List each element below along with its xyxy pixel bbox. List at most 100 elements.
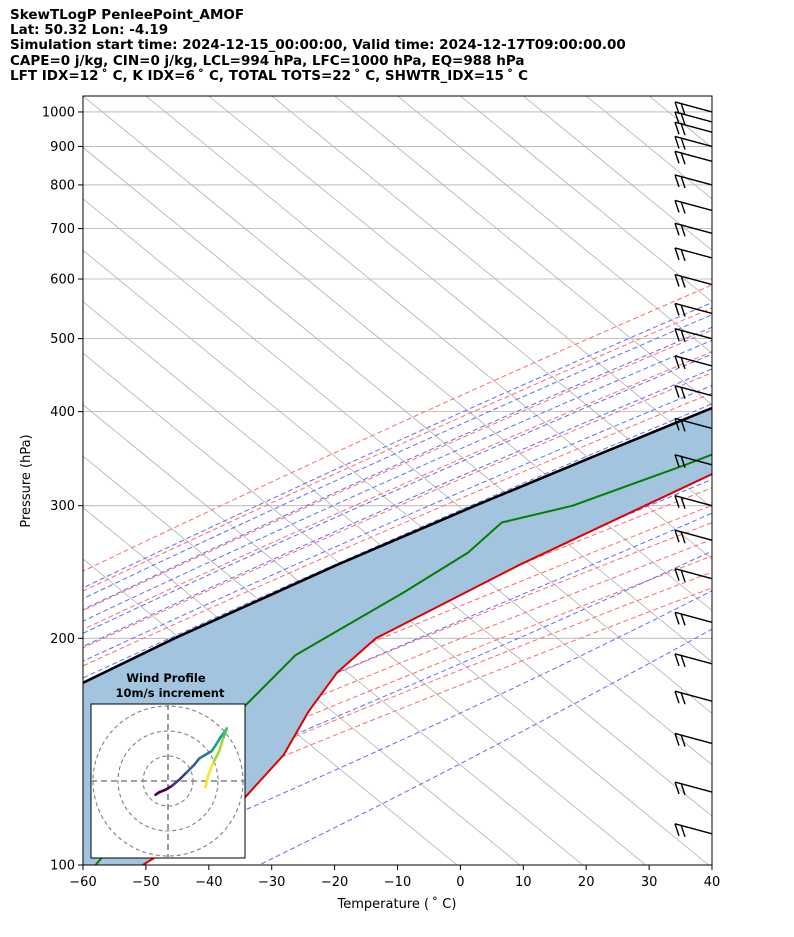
moist-adiabat: [83, 353, 712, 634]
isotherm-gridline: [83, 558, 458, 865]
barb-flag: [680, 782, 686, 796]
wind-profile-inset: Wind Profile 10m/s increment: [90, 671, 246, 859]
moist-adiabat: [83, 314, 712, 600]
barb-flag: [674, 121, 680, 135]
barb-flag: [674, 111, 680, 125]
hodograph-segment: [211, 749, 221, 765]
barb-flag: [680, 112, 686, 126]
isotherm-gridline: [83, 249, 712, 766]
barb-flag: [674, 691, 680, 704]
barb-flag: [674, 136, 680, 149]
barb-flag: [680, 496, 686, 509]
moist-adiabat: [83, 368, 712, 648]
isotherm-gridline: [83, 455, 584, 865]
y-tick-label: 800: [50, 178, 75, 193]
temperature-line: [142, 473, 712, 865]
dry-adiabat: [83, 504, 712, 766]
y-tick-label: 700: [50, 222, 75, 237]
hodograph-segment: [185, 763, 196, 774]
isotherm-gridline: [208, 96, 712, 509]
moist-adiabat: [83, 550, 712, 827]
y-tick-label: 1000: [42, 105, 75, 120]
barb-flag: [680, 304, 686, 317]
isotherm-gridline: [83, 301, 712, 817]
wind-barb: [674, 101, 713, 116]
y-axis-label: Pressure (hPa): [19, 434, 34, 527]
simulation-times: Simulation start time: 2024-12-15_00:00:…: [10, 37, 626, 54]
barb-flag: [674, 303, 680, 316]
wind-barb: [674, 111, 713, 126]
x-tick-label: −10: [384, 875, 411, 890]
barb-flag: [680, 419, 686, 432]
barb-flag: [674, 653, 680, 667]
y-tick-label: 100: [50, 859, 75, 874]
barb-flag: [680, 455, 686, 468]
barb-flag: [680, 386, 686, 399]
moist-adiabat: [83, 302, 712, 589]
barb-flag: [680, 734, 686, 747]
y-tick-label: 400: [50, 405, 75, 420]
y-tick-label: 900: [50, 140, 75, 155]
barb-flag: [674, 101, 680, 115]
wind-barb: [674, 611, 713, 626]
axis-ticks: −60 −50 −40 −30 −20 −10 0 10 20 30 40 100 200 300 400 5…: [42, 105, 720, 890]
chart-header: SkewTLogP PenleePoint_AMOF Lat: 50.32 Lo…: [10, 7, 626, 84]
x-tick-label: −20: [321, 875, 348, 890]
x-tick-label: −30: [258, 875, 285, 890]
y-tick-label: 200: [50, 632, 75, 647]
barb-flag: [680, 275, 686, 288]
wind-barb: [674, 384, 713, 399]
isotherm-gridline: [775, 96, 794, 865]
barb-flag: [674, 385, 680, 398]
wind-barb: [674, 417, 713, 432]
isotherm-gridline: [460, 96, 712, 303]
barb-flag: [680, 329, 686, 342]
barb-flag: [680, 569, 686, 582]
wind-barb: [674, 653, 713, 668]
inset-subtitle: 10m/s increment: [116, 686, 225, 700]
wind-barb: [674, 222, 713, 237]
dry-adiabat: [83, 284, 712, 572]
barb-flag: [674, 328, 680, 341]
convective-parameters: CAPE=0 j/kg, CIN=0 j/kg, LCL=994 hPa, LF…: [10, 52, 525, 69]
wind-barb: [674, 247, 713, 262]
hodograph-segment: [206, 762, 215, 778]
barb-flag: [674, 223, 680, 236]
barb-flag: [674, 418, 680, 431]
barb-flag: [680, 248, 686, 262]
wind-barb: [674, 690, 713, 705]
x-tick-label: 0: [456, 875, 464, 890]
barb-flag: [674, 495, 680, 508]
y-tick-label: 500: [50, 332, 75, 347]
hodograph-segment: [192, 757, 201, 767]
y-tick-label: 300: [50, 499, 75, 514]
wind-barb: [674, 327, 713, 342]
barb-flag: [674, 781, 680, 795]
barb-flag: [674, 568, 680, 581]
wind-barb: [674, 732, 713, 747]
hodograph-segment: [221, 727, 229, 740]
barb-flag: [680, 201, 686, 214]
hodograph-segment: [170, 778, 181, 788]
barb-flag: [680, 152, 686, 165]
wind-barb: [674, 454, 713, 468]
x-tick-label: 40: [704, 875, 721, 890]
stability-indices: LFT IDX=12 ˚ C, K IDX=6 ˚ C, TOTAL TOTS=…: [10, 67, 528, 84]
isotherm-gridline: [397, 96, 712, 354]
barb-flag: [674, 612, 680, 625]
barb-flag: [680, 356, 686, 370]
hodograph-segment: [217, 737, 225, 753]
dry-adiabat: [83, 538, 712, 797]
isotherm-gridline: [83, 507, 521, 865]
x-tick-label: −50: [132, 875, 159, 890]
wind-barbs: [674, 101, 713, 838]
wind-barb: [674, 302, 713, 317]
wind-barb: [674, 199, 713, 214]
isotherm-gridline: [83, 146, 712, 663]
barb-flag: [680, 102, 686, 116]
station-location: Lat: 50.32 Lon: -4.19: [10, 22, 169, 39]
hodograph-segment: [210, 742, 219, 753]
x-tick-label: −60: [69, 875, 96, 890]
x-tick-label: −40: [195, 875, 222, 890]
